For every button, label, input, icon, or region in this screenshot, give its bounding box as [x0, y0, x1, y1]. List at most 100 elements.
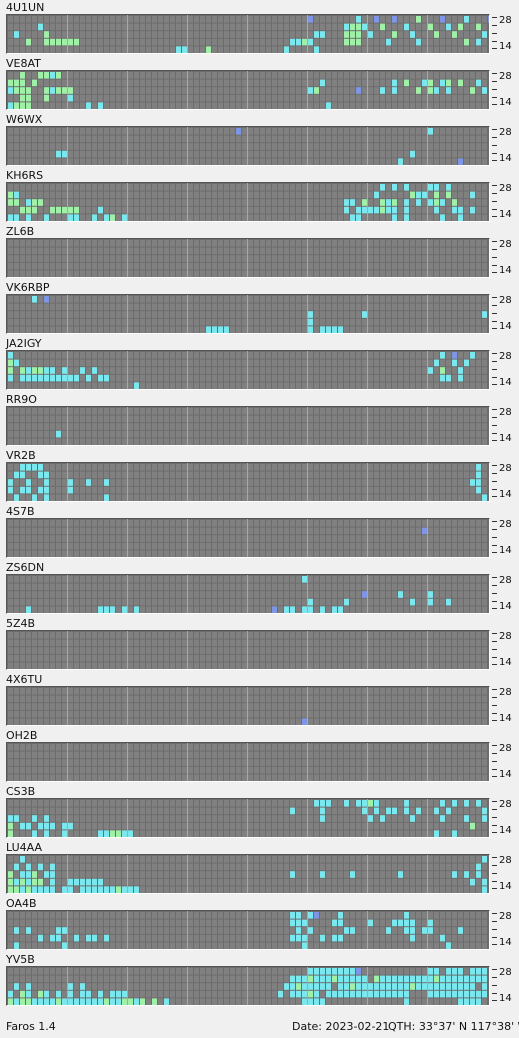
propagation-grid[interactable]: [6, 462, 490, 502]
grid-cell: [14, 576, 19, 583]
detection-cell: [104, 606, 109, 613]
grid-cell: [428, 38, 433, 46]
grid-cell: [332, 576, 337, 583]
grid-cell: [110, 479, 115, 486]
grid-cell: [38, 135, 43, 143]
grid-cell: [68, 255, 73, 262]
grid-cell: [38, 143, 43, 150]
grid-cell: [26, 296, 31, 303]
grid-cell: [290, 31, 295, 38]
grid-cell: [44, 262, 49, 270]
detection-cell: [434, 87, 439, 94]
grid-cell: [158, 464, 163, 471]
grid-cell: [32, 240, 37, 247]
grid-cell: [128, 598, 133, 606]
grid-cell: [38, 31, 43, 38]
grid-cell: [62, 632, 67, 639]
grid-cell: [50, 135, 55, 143]
grid-cell: [86, 46, 91, 53]
grid-cell: [452, 542, 457, 550]
grid-cell: [56, 423, 61, 430]
grid-cell: [482, 23, 487, 31]
grid-cell: [200, 143, 205, 150]
propagation-grid[interactable]: [6, 294, 490, 334]
detection-cell: [326, 102, 331, 109]
grid-cell: [134, 367, 139, 374]
grid-cell: [278, 296, 283, 303]
grid-cell: [152, 296, 157, 303]
grid-cell: [218, 270, 223, 277]
detection-cell: [38, 23, 43, 31]
grid-cell: [440, 206, 445, 214]
grid-cell: [200, 408, 205, 415]
grid-cell: [248, 494, 253, 501]
grid-cell: [140, 158, 145, 165]
grid-cell: [314, 423, 319, 430]
grid-cell: [218, 367, 223, 374]
grid-cell: [464, 464, 469, 471]
grid-cell: [92, 206, 97, 214]
grid-cell: [320, 494, 325, 501]
grid-cell: [308, 270, 313, 277]
grid-cell: [50, 583, 55, 591]
propagation-grid[interactable]: [6, 126, 490, 166]
grid-cell: [128, 46, 133, 53]
grid-cell: [398, 415, 403, 423]
grid-cell: [440, 102, 445, 109]
grid-cell: [194, 296, 199, 303]
grid-cell: [134, 247, 139, 255]
grid-cell: [86, 128, 91, 135]
grid-cell: [188, 591, 193, 598]
grid-cell: [20, 303, 25, 311]
grid-cell: [350, 415, 355, 423]
detection-cell: [44, 87, 49, 94]
grid-cell: [374, 550, 379, 557]
grid-cell: [32, 184, 37, 191]
grid-cell: [452, 158, 457, 165]
grid-cell: [464, 591, 469, 598]
propagation-grid[interactable]: [6, 574, 490, 614]
grid-cell: [290, 632, 295, 639]
grid-cell: [446, 318, 451, 326]
grid-cell: [128, 143, 133, 150]
grid-cell: [440, 550, 445, 557]
grid-cell: [32, 102, 37, 109]
grid-cell: [170, 296, 175, 303]
grid-cell: [440, 311, 445, 318]
propagation-grid[interactable]: [6, 70, 490, 110]
detection-cell: [488, 16, 489, 23]
grid-cell: [302, 423, 307, 430]
propagation-grid[interactable]: [6, 350, 490, 390]
detection-cell: [308, 16, 313, 23]
grid-cell: [356, 471, 361, 479]
axis-label-14: 14: [499, 97, 512, 108]
grid-cell: [170, 206, 175, 214]
grid-cell: [188, 158, 193, 165]
propagation-grid[interactable]: [6, 14, 490, 54]
grid-cell: [428, 31, 433, 38]
grid-cell: [482, 374, 487, 382]
grid-cell: [434, 632, 439, 639]
grid-cell: [392, 240, 397, 247]
frequency-axis: 28 14: [491, 574, 519, 614]
grid-cell: [374, 135, 379, 143]
grid-cell: [218, 23, 223, 31]
grid-cell: [44, 158, 49, 165]
grid-cell: [206, 352, 211, 359]
grid-cell: [446, 535, 451, 542]
grid-cell: [260, 527, 265, 535]
grid-cell: [158, 270, 163, 277]
propagation-grid[interactable]: [6, 238, 490, 278]
propagation-grid[interactable]: [6, 406, 490, 446]
grid-cell: [80, 326, 85, 333]
propagation-grid[interactable]: [6, 630, 490, 670]
grid-cell: [104, 408, 109, 415]
grid-cell: [362, 102, 367, 109]
grid-cell: [470, 128, 475, 135]
propagation-grid[interactable]: [6, 182, 490, 222]
grid-cell: [320, 415, 325, 423]
grid-cell: [416, 632, 421, 639]
grid-cell: [302, 143, 307, 150]
propagation-grid[interactable]: [6, 518, 490, 558]
grid-cell: [260, 191, 265, 199]
